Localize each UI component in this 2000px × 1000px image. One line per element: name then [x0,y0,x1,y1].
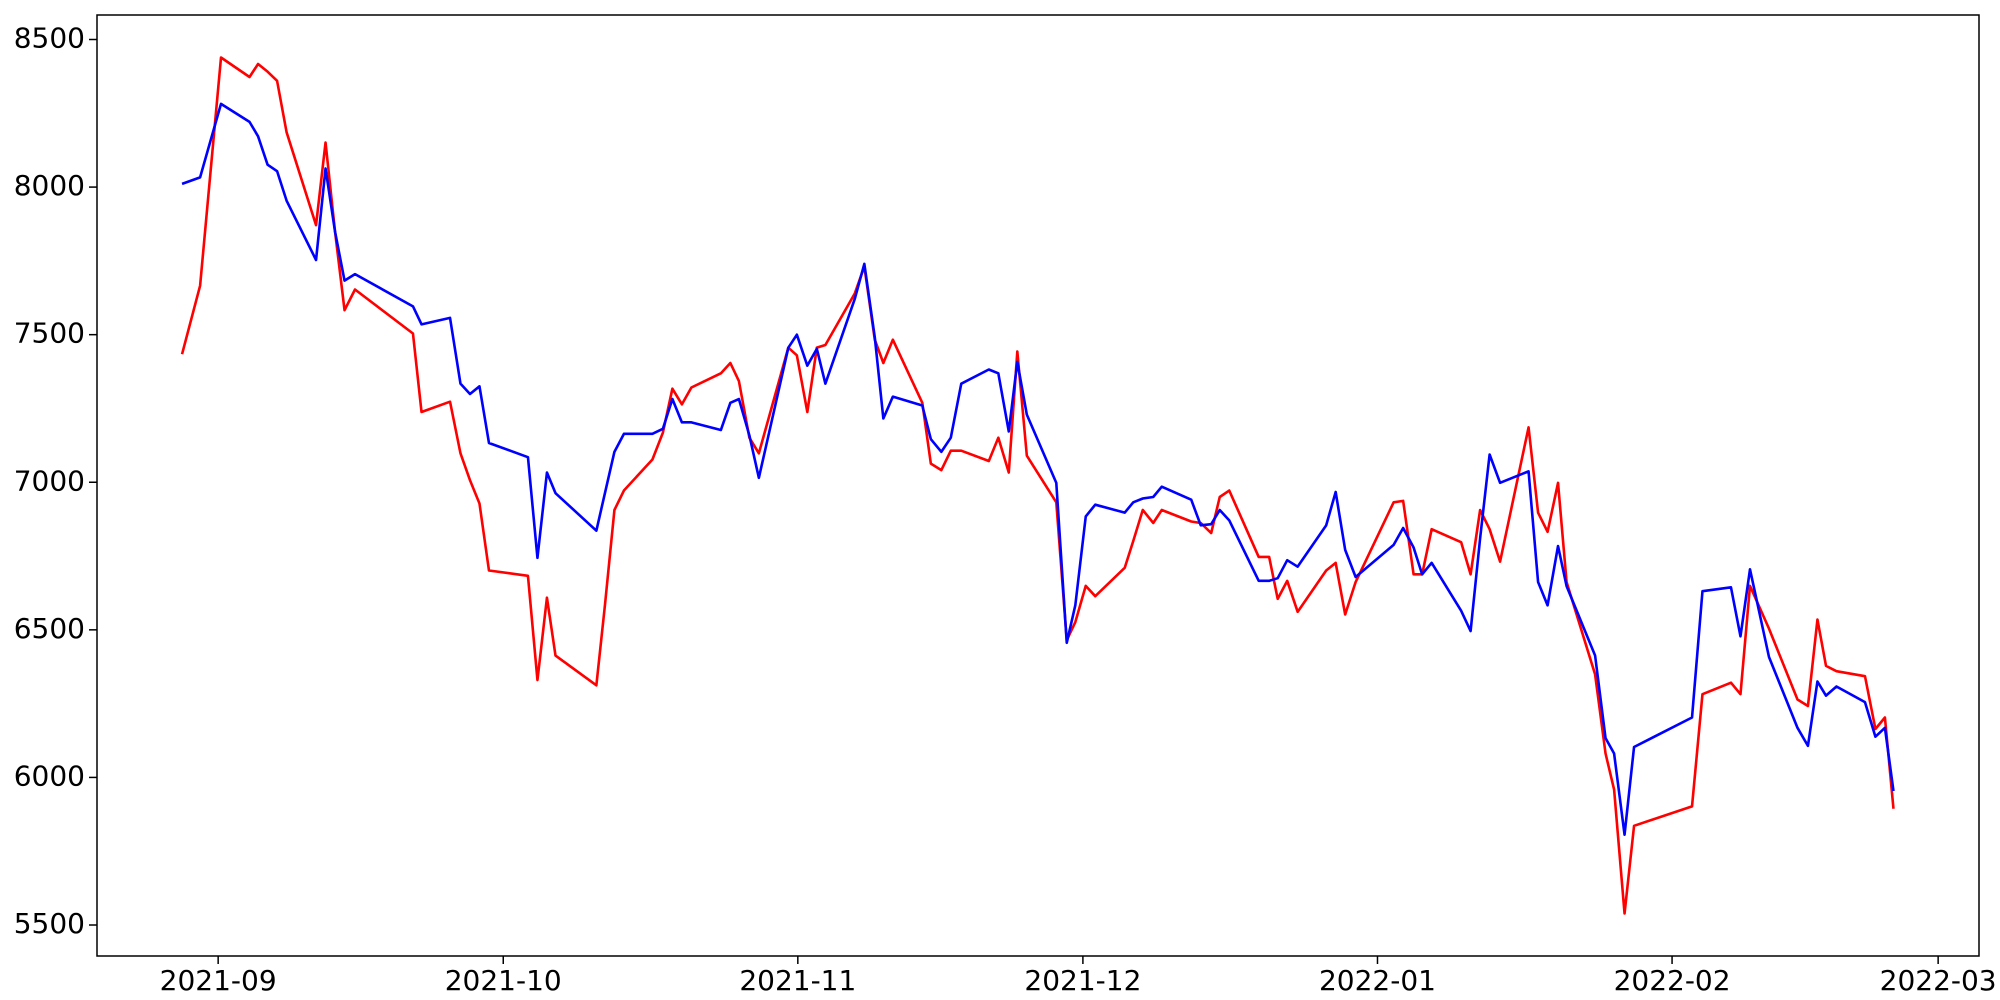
x-tick-label: 2021-10 [445,964,562,997]
y-tick-label: 6500 [14,612,85,645]
plot-frame [96,14,1980,957]
line-series [180,56,1895,915]
y-tick-label: 7500 [14,317,85,350]
x-tick-label: 2021-12 [1024,964,1141,997]
x-tick-label: 2022-02 [1614,964,1731,997]
y-tick-label: 7000 [14,464,85,497]
y-tick-label: 5500 [14,907,85,940]
line-series [181,102,1895,836]
y-tick-label: 8500 [14,21,85,54]
x-tick-label: 2021-11 [739,964,856,997]
y-tick-label: 8000 [14,169,85,202]
x-tick-label: 2021-09 [160,964,277,997]
x-tick-label: 2022-03 [1880,964,1997,997]
y-tick-label: 6000 [14,759,85,792]
x-tick-label: 2022-01 [1319,964,1436,997]
